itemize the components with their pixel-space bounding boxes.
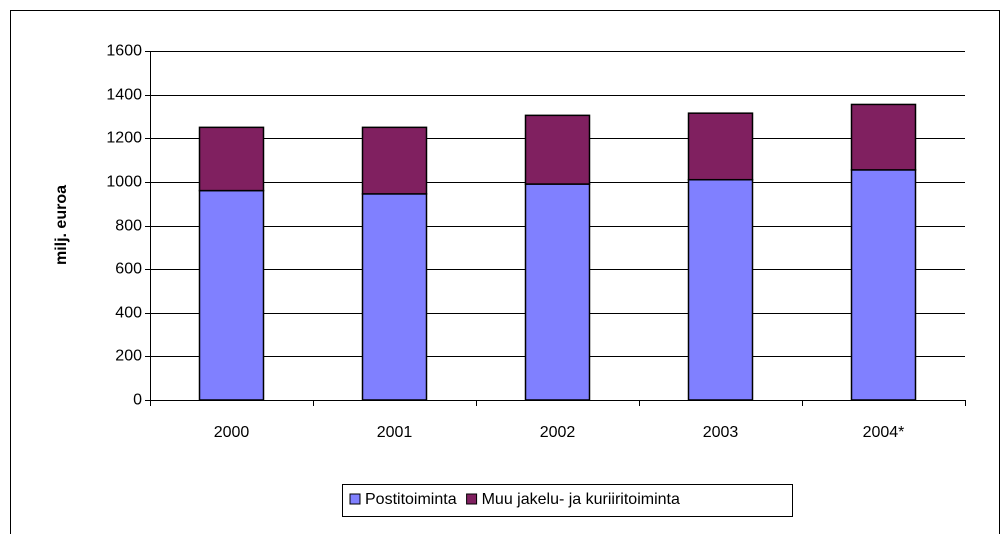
x-tick-label: 2001 [377, 424, 413, 441]
y-tick-label: 1200 [106, 130, 142, 147]
bar-segment [687, 178, 754, 401]
y-axis-label: milj. euroa [53, 185, 70, 265]
legend-swatch [466, 493, 478, 505]
legend-box [342, 484, 793, 517]
bar-segment [687, 112, 754, 181]
y-tick-label: 1000 [106, 174, 142, 191]
legend-label: Muu jakelu- ja kuriiritoiminta [482, 491, 680, 508]
bar-segment [361, 126, 428, 195]
y-tick-label: 400 [115, 305, 142, 322]
chart-frame [10, 10, 1000, 534]
x-tick-label: 2000 [214, 424, 250, 441]
y-tick-label: 1400 [106, 87, 142, 104]
x-tick-label: 2004* [863, 424, 905, 441]
bar-segment [198, 189, 265, 401]
bar-segment [524, 114, 591, 185]
legend-label: Postitoiminta [365, 491, 457, 508]
bar-segment [361, 193, 428, 401]
bar-segment [198, 126, 265, 192]
y-tick-label: 1600 [106, 43, 142, 60]
bar-segment [524, 183, 591, 401]
y-tick-label: 800 [115, 218, 142, 235]
bar-segment [850, 103, 917, 171]
bar-segment [850, 169, 917, 401]
x-tick-label: 2002 [540, 424, 576, 441]
y-tick-label: 600 [115, 261, 142, 278]
legend-swatch [349, 493, 361, 505]
x-tick-label: 2003 [703, 424, 739, 441]
y-tick-label: 0 [133, 392, 142, 409]
y-tick-label: 200 [115, 348, 142, 365]
